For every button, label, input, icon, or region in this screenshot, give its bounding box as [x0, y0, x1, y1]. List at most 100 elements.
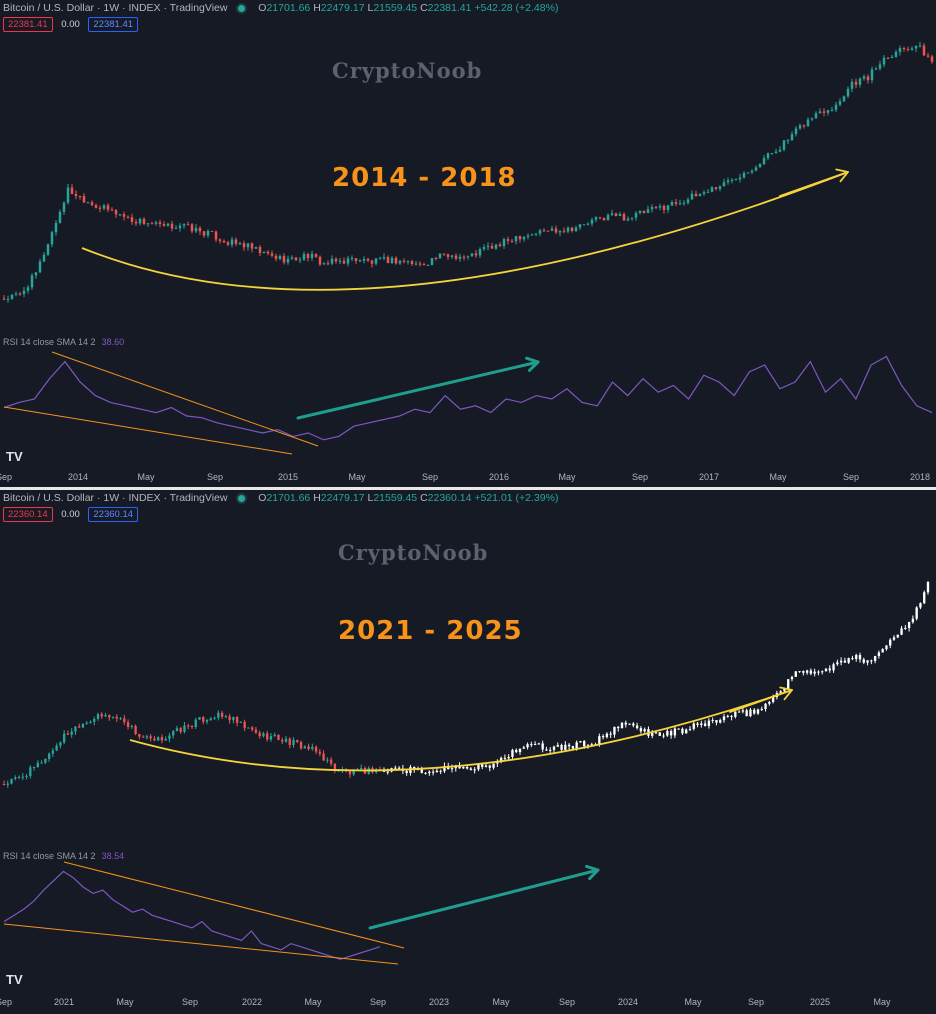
price-candle [190, 224, 194, 232]
projection-candle [386, 771, 389, 773]
price-candle [858, 78, 862, 85]
price-candle [378, 258, 382, 260]
price-candle [482, 247, 486, 250]
price-candle [546, 230, 550, 232]
price-candle [90, 202, 94, 206]
x-axis-tick-label: May [684, 997, 702, 1007]
projection-candle [790, 676, 794, 680]
price-candle [10, 294, 14, 299]
projection-candle [900, 628, 903, 635]
price-candle [406, 261, 410, 263]
breakout-arrow-head [585, 864, 600, 881]
x-axis-tick-label: Sep [842, 472, 860, 482]
projection-candle [651, 733, 654, 736]
price-candle [352, 769, 355, 775]
tradingview-logo-icon[interactable]: TV [6, 972, 23, 987]
price-candle [102, 205, 106, 209]
x-axis-tick-label: Sep [181, 997, 199, 1007]
price-candle [326, 263, 330, 265]
price-candle [366, 258, 370, 261]
projection-candle [866, 660, 869, 663]
price-candle [430, 258, 434, 265]
price-candle [178, 225, 182, 229]
price-candle [14, 777, 17, 779]
symbol-header: Bitcoin / U.S. Dollar · 1W · INDEX · Tra… [3, 492, 559, 504]
rsi-chart[interactable] [0, 340, 936, 470]
price-candle [818, 111, 822, 114]
price-candle [506, 239, 510, 241]
price-candle [154, 222, 158, 224]
price-candle [158, 222, 162, 225]
x-axis-tick-label: 2021 [53, 997, 75, 1007]
price-candle [606, 214, 610, 221]
projection-candle [613, 726, 616, 735]
price-candle [141, 736, 145, 738]
projection-candle [609, 733, 612, 735]
rsi-trendline-upper [63, 861, 405, 949]
price-candle [310, 253, 314, 259]
symbol-header: Bitcoin / U.S. Dollar · 1W · INDEX · Tra… [3, 2, 559, 14]
price-candle [410, 261, 414, 264]
price-candle [160, 737, 164, 741]
close-value: 22381.41 [427, 2, 472, 14]
price-chart[interactable] [0, 0, 936, 330]
price-candle [51, 750, 55, 754]
price-candle [250, 727, 254, 730]
projection-candle [896, 634, 899, 638]
projection-candle [567, 744, 571, 747]
projection-candle [405, 770, 408, 774]
price-badge[interactable]: 22360.14 [3, 507, 53, 522]
price-candle [74, 726, 77, 732]
price-candle [170, 223, 174, 229]
projection-candle [926, 581, 930, 593]
rsi-chart[interactable] [0, 852, 936, 992]
price-badge-blue[interactable]: 22360.14 [88, 507, 139, 522]
tradingview-logo-icon[interactable]: TV [6, 449, 23, 464]
price-candle [470, 253, 474, 257]
projection-candle [734, 711, 737, 717]
price-candle [618, 213, 622, 217]
price-candle [206, 230, 210, 236]
projection-candle [907, 622, 911, 628]
rsi-label: RSI 14 close SMA 14 2 38.54 [3, 851, 125, 861]
price-candle [246, 243, 250, 248]
panel-divider [0, 487, 936, 490]
x-axis-tick-label: Sep [631, 472, 649, 482]
price-candle [530, 234, 534, 236]
projection-candle [518, 748, 522, 753]
projection-candle [481, 764, 484, 767]
trend-arc [81, 171, 849, 291]
projection-candle [719, 720, 722, 723]
price-candle [214, 231, 218, 240]
price-badge[interactable]: 22381.41 [3, 17, 53, 32]
price-candle [854, 81, 858, 85]
price-candle [85, 722, 88, 724]
price-candle [354, 258, 358, 262]
projection-candle [522, 747, 525, 749]
price-candle [382, 257, 386, 259]
projection-candle [707, 720, 711, 726]
projection-candle [828, 668, 831, 671]
projection-candle [805, 670, 809, 673]
watermark: CryptoNoob [338, 540, 489, 565]
price-candle [314, 253, 318, 257]
breakout-arrow-head [525, 356, 540, 372]
price-candle [142, 218, 146, 224]
price-candle [360, 767, 363, 770]
chart-panel-2021-2025[interactable]: Bitcoin / U.S. Dollar · 1W · INDEX · Tra… [0, 490, 936, 1014]
price-badge-blue[interactable]: 22381.41 [88, 17, 139, 32]
projection-candle [654, 732, 658, 734]
price-candle [702, 192, 706, 194]
projection-candle [439, 770, 442, 772]
chart-panel-2014-2018[interactable]: Bitcoin / U.S. Dollar · 1W · INDEX · Tra… [0, 0, 936, 487]
price-candle [290, 257, 294, 259]
price-candle [299, 741, 303, 749]
price-candle [890, 56, 894, 59]
projection-candle [877, 652, 881, 657]
price-candle [78, 196, 82, 198]
projection-candle [420, 769, 423, 773]
price-candle [746, 172, 750, 174]
price-candle [682, 202, 686, 204]
price-candle [286, 258, 290, 263]
projection-candle [556, 744, 559, 747]
